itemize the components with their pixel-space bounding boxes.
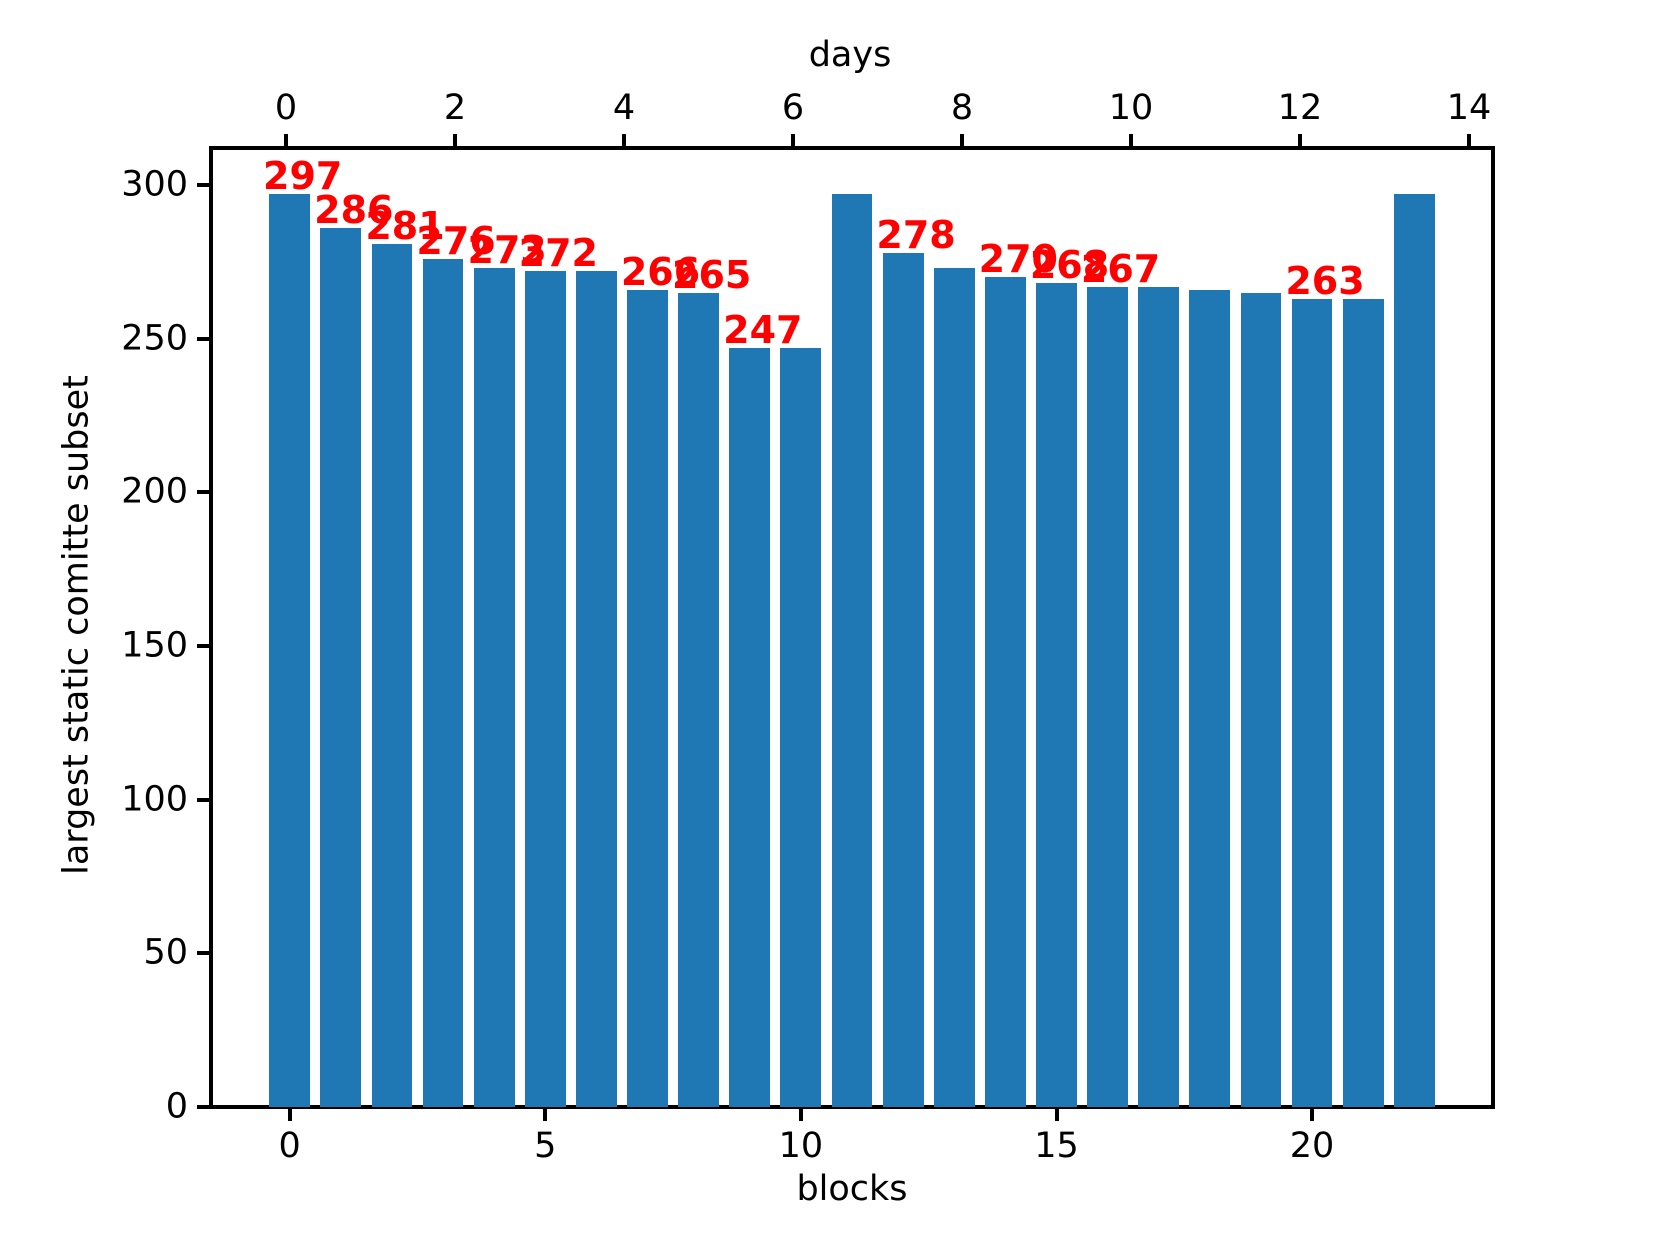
bar-block-2 xyxy=(371,243,413,1107)
bar-value-label-2: 281 xyxy=(365,203,445,248)
bar-value-label-4: 273 xyxy=(467,228,547,273)
y-axis-tick-label-200: 200 xyxy=(121,471,188,512)
top-x-axis-tick-2 xyxy=(453,134,457,146)
top-x-axis-tick-label-6: 6 xyxy=(781,88,805,128)
y-axis-tick-150 xyxy=(197,644,209,648)
top-x-axis-tick-4 xyxy=(622,134,626,146)
top-x-axis-tick-label-10: 10 xyxy=(1108,88,1154,128)
bottom-x-axis-tick-label-0: 0 xyxy=(278,1126,301,1166)
bottom-x-axis-tick-15 xyxy=(1054,1109,1059,1121)
bottom-x-axis-tick-20 xyxy=(1310,1109,1314,1121)
bar-block-4 xyxy=(473,268,515,1107)
bar-block-7 xyxy=(627,289,668,1107)
y-axis-tick-label-50: 50 xyxy=(143,932,188,973)
top-x-axis-tick-label-12: 12 xyxy=(1277,88,1323,128)
y-axis-tick-label-300: 300 xyxy=(121,164,188,205)
top-x-axis-tick-label-14: 14 xyxy=(1446,88,1492,128)
bottom-x-axis-tick-10 xyxy=(798,1109,803,1121)
top-x-axis-tick-8 xyxy=(960,134,964,146)
y-axis-tick-250 xyxy=(197,336,209,341)
bar-value-label-7: 266 xyxy=(620,249,701,294)
y-axis-tick-0 xyxy=(197,1105,209,1109)
top-x-axis-tick-label-0: 0 xyxy=(274,88,298,128)
bar-value-label-12: 278 xyxy=(876,212,956,257)
y-axis-tick-label-100: 100 xyxy=(121,779,188,820)
y-axis-tick-50 xyxy=(197,951,209,956)
bottom-x-axis-tick-label-20: 20 xyxy=(1289,1126,1335,1166)
bottom-x-axis-tick-label-15: 15 xyxy=(1034,1126,1079,1166)
bar-value-label-14: 270 xyxy=(978,237,1058,282)
top-x-axis-title: days xyxy=(808,35,892,75)
plot-area xyxy=(209,146,1495,1109)
bar-value-label-9: 247 xyxy=(723,308,803,352)
bar-block-1 xyxy=(320,228,362,1107)
bar-value-label-0: 297 xyxy=(263,154,343,199)
top-x-axis-tick-14 xyxy=(1467,134,1471,146)
y-axis-tick-label-150: 150 xyxy=(121,625,188,666)
y-axis-tick-label-0: 0 xyxy=(165,1086,188,1127)
bar-block-22 xyxy=(1393,194,1435,1107)
top-x-axis-tick-10 xyxy=(1129,134,1133,146)
bottom-x-axis-tick-0 xyxy=(287,1109,292,1121)
bar-block-14 xyxy=(984,277,1026,1107)
bar-block-15 xyxy=(1036,283,1077,1107)
bar-block-8 xyxy=(678,292,720,1107)
bar-block-3 xyxy=(422,258,464,1107)
top-x-axis-tick-12 xyxy=(1298,134,1302,146)
bar-value-label-16: 267 xyxy=(1080,246,1161,291)
bar-value-label-3: 276 xyxy=(416,218,496,263)
top-x-axis-tick-0 xyxy=(284,134,288,146)
bar-value-label-20: 263 xyxy=(1285,258,1365,303)
y-axis-tick-200 xyxy=(197,490,209,495)
bar-block-12 xyxy=(882,252,924,1107)
y-axis-tick-300 xyxy=(197,183,209,188)
bar-value-label-15: 268 xyxy=(1029,243,1110,288)
bar-block-9 xyxy=(729,348,771,1107)
bar-block-10 xyxy=(780,348,822,1107)
y-axis-tick-label-250: 250 xyxy=(121,318,188,359)
bar-block-16 xyxy=(1087,286,1128,1107)
bar-value-label-5: 272 xyxy=(518,231,598,276)
bar-block-0 xyxy=(269,194,311,1107)
top-x-axis-tick-label-8: 8 xyxy=(950,88,974,128)
bottom-x-axis-tick-label-5: 5 xyxy=(534,1126,557,1166)
bottom-x-axis-tick-5 xyxy=(543,1109,548,1121)
bar-block-18 xyxy=(1189,289,1231,1107)
top-x-axis-tick-label-4: 4 xyxy=(612,88,636,128)
bar-block-17 xyxy=(1138,286,1180,1107)
top-x-axis-tick-6 xyxy=(791,134,795,146)
top-x-axis-tick-label-2: 2 xyxy=(443,88,467,128)
bottom-x-axis-title: blocks xyxy=(796,1169,908,1209)
bar-block-13 xyxy=(933,268,975,1107)
bar-value-label-1: 286 xyxy=(314,188,394,233)
bar-block-21 xyxy=(1342,298,1384,1107)
bar-block-19 xyxy=(1240,292,1282,1107)
bar-block-11 xyxy=(831,194,873,1107)
bar-block-20 xyxy=(1291,298,1333,1107)
bottom-x-axis-tick-label-10: 10 xyxy=(778,1126,824,1166)
bar-block-6 xyxy=(576,271,617,1107)
bar-block-5 xyxy=(524,271,566,1107)
y-axis-tick-100 xyxy=(197,797,209,802)
bar-value-label-8: 265 xyxy=(672,252,752,297)
